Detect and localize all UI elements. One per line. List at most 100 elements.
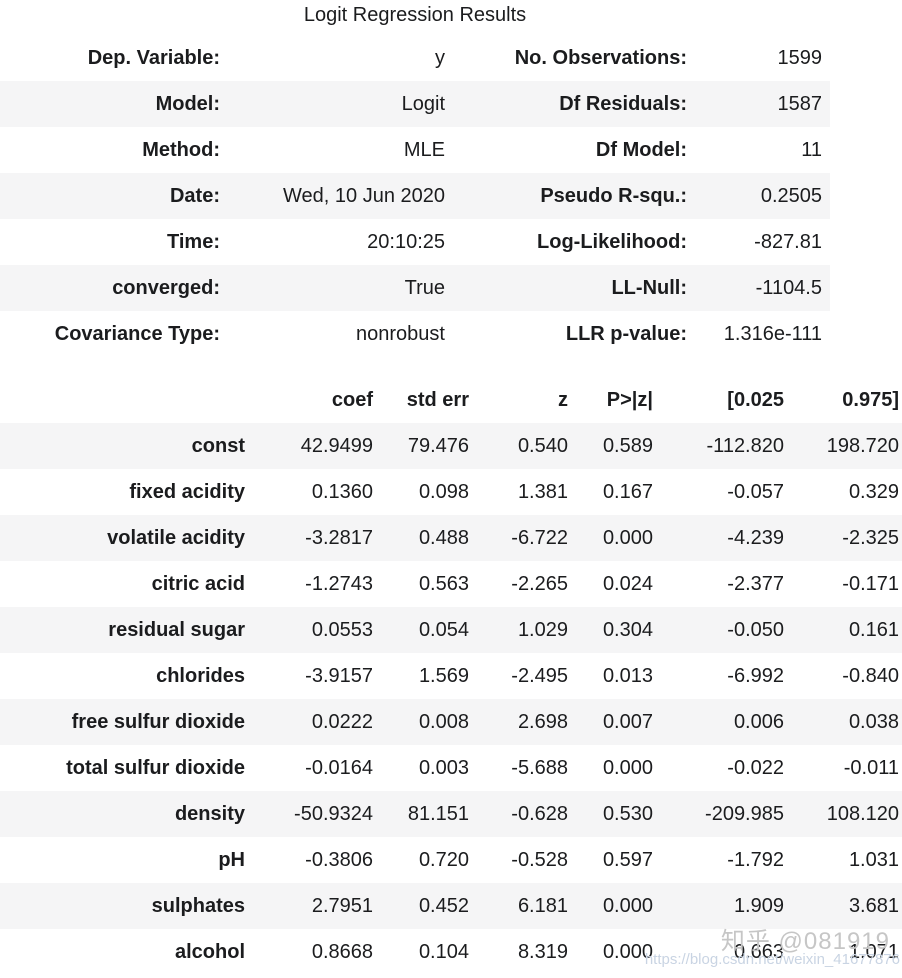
info-value: Logit: [401, 92, 445, 115]
std-err-value: 0.104: [418, 940, 469, 963]
z-value: -5.688: [511, 756, 568, 779]
ci-high-value: -2.325: [842, 526, 899, 549]
std-err-value: 0.098: [418, 480, 469, 503]
info-label: No. Observations:: [514, 46, 687, 69]
row-label: alcohol: [174, 940, 245, 963]
z-value: 8.319: [517, 940, 568, 963]
info-label: LLR p-value:: [565, 322, 687, 345]
std-err-value: 0.488: [418, 526, 469, 549]
row-label: density: [174, 802, 245, 825]
ci-low-value: -209.985: [705, 802, 784, 825]
info-value: True: [404, 276, 445, 299]
z-value: 1.029: [517, 618, 568, 641]
info-label: Dep. Variable:: [87, 46, 220, 69]
coef-value: -0.0164: [305, 756, 373, 779]
info-label: Pseudo R-squ.:: [540, 184, 687, 207]
col-header-ci-low: [0.025: [727, 388, 784, 411]
coef-value: 2.7951: [311, 894, 373, 917]
table-row: volatile acidity -3.2817 0.488 -6.722 0.…: [0, 515, 902, 561]
coef-value: -3.9157: [305, 664, 373, 687]
table-row: Time: 20:10:25 Log-Likelihood: -827.81: [0, 219, 830, 265]
p-value: 0.304: [602, 618, 653, 641]
p-value: 0.007: [602, 710, 653, 733]
row-label: residual sugar: [108, 618, 245, 641]
coef-value: -50.9324: [294, 802, 373, 825]
info-value: 11: [801, 138, 822, 161]
ci-high-value: 198.720: [826, 434, 899, 457]
ci-low-value: 0.663: [733, 940, 784, 963]
std-err-value: 81.151: [407, 802, 469, 825]
table-row: sulphates 2.7951 0.452 6.181 0.000 1.909…: [0, 883, 902, 929]
ci-high-value: 1.031: [848, 848, 899, 871]
table-row: Dep. Variable: y No. Observations: 1599: [0, 35, 830, 81]
col-header-z: z: [558, 388, 568, 411]
z-value: -0.528: [511, 848, 568, 871]
coef-value: -3.2817: [305, 526, 373, 549]
ci-high-value: 1.071: [848, 940, 899, 963]
p-value: 0.000: [602, 756, 653, 779]
row-label: volatile acidity: [107, 526, 245, 549]
ci-high-value: 108.120: [826, 802, 899, 825]
info-value: Wed, 10 Jun 2020: [283, 184, 445, 207]
info-label: Model:: [155, 92, 220, 115]
table-row: const 42.9499 79.476 0.540 0.589 -112.82…: [0, 423, 902, 469]
table-row: Date: Wed, 10 Jun 2020 Pseudo R-squ.: 0.…: [0, 173, 830, 219]
ci-high-value: -0.840: [842, 664, 899, 687]
summary-info-table: Dep. Variable: y No. Observations: 1599 …: [0, 35, 830, 357]
ci-high-value: 0.161: [848, 618, 899, 641]
row-label: const: [191, 434, 245, 457]
row-label: total sulfur dioxide: [66, 756, 245, 779]
p-value: 0.013: [602, 664, 653, 687]
ci-low-value: -0.050: [727, 618, 784, 641]
info-value: y: [435, 46, 445, 69]
z-value: 6.181: [517, 894, 568, 917]
ci-high-value: 0.038: [848, 710, 899, 733]
table-header-row: coef std err z P>|z| [0.025 0.975]: [0, 377, 902, 423]
row-label: fixed acidity: [129, 480, 245, 503]
col-header-coef: coef: [331, 388, 373, 411]
col-header-p: P>|z|: [606, 388, 653, 411]
coef-value: 0.8668: [311, 940, 373, 963]
info-label: converged:: [112, 276, 220, 299]
p-value: 0.167: [602, 480, 653, 503]
ci-low-value: -4.239: [727, 526, 784, 549]
row-label: pH: [218, 848, 245, 871]
ci-low-value: -2.377: [727, 572, 784, 595]
std-err-value: 0.720: [418, 848, 469, 871]
std-err-value: 0.452: [418, 894, 469, 917]
coef-value: 0.0222: [311, 710, 373, 733]
info-value: 20:10:25: [367, 230, 445, 253]
table-row: alcohol 0.8668 0.104 8.319 0.000 0.663 1…: [0, 929, 902, 975]
std-err-value: 79.476: [407, 434, 469, 457]
ci-low-value: 1.909: [733, 894, 784, 917]
table-row: Method: MLE Df Model: 11: [0, 127, 830, 173]
ci-high-value: -0.011: [843, 756, 899, 779]
ci-low-value: -0.022: [727, 756, 784, 779]
ci-low-value: -6.992: [727, 664, 784, 687]
ci-high-value: 3.681: [848, 894, 899, 917]
row-label: citric acid: [151, 572, 245, 595]
info-label: Log-Likelihood:: [537, 230, 687, 253]
table-row: chlorides -3.9157 1.569 -2.495 0.013 -6.…: [0, 653, 902, 699]
std-err-value: 1.569: [418, 664, 469, 687]
coef-value: 42.9499: [300, 434, 373, 457]
col-header-ci-high: 0.975]: [842, 388, 899, 411]
z-value: 2.698: [517, 710, 568, 733]
ci-high-value: -0.171: [842, 572, 899, 595]
table-row: pH -0.3806 0.720 -0.528 0.597 -1.792 1.0…: [0, 837, 902, 883]
ci-low-value: -0.057: [727, 480, 784, 503]
info-label: Time:: [167, 230, 220, 253]
std-err-value: 0.563: [418, 572, 469, 595]
ci-low-value: -1.792: [727, 848, 784, 871]
row-label: sulphates: [151, 894, 245, 917]
coef-value: 0.1360: [311, 480, 373, 503]
z-value: -2.265: [511, 572, 568, 595]
info-value: -827.81: [754, 230, 822, 253]
z-value: -6.722: [511, 526, 568, 549]
p-value: 0.530: [602, 802, 653, 825]
info-value: MLE: [403, 138, 445, 161]
ci-low-value: -112.820: [706, 434, 784, 457]
table-row: citric acid -1.2743 0.563 -2.265 0.024 -…: [0, 561, 902, 607]
info-value: 1.316e-111: [723, 322, 822, 345]
table-row: total sulfur dioxide -0.0164 0.003 -5.68…: [0, 745, 902, 791]
